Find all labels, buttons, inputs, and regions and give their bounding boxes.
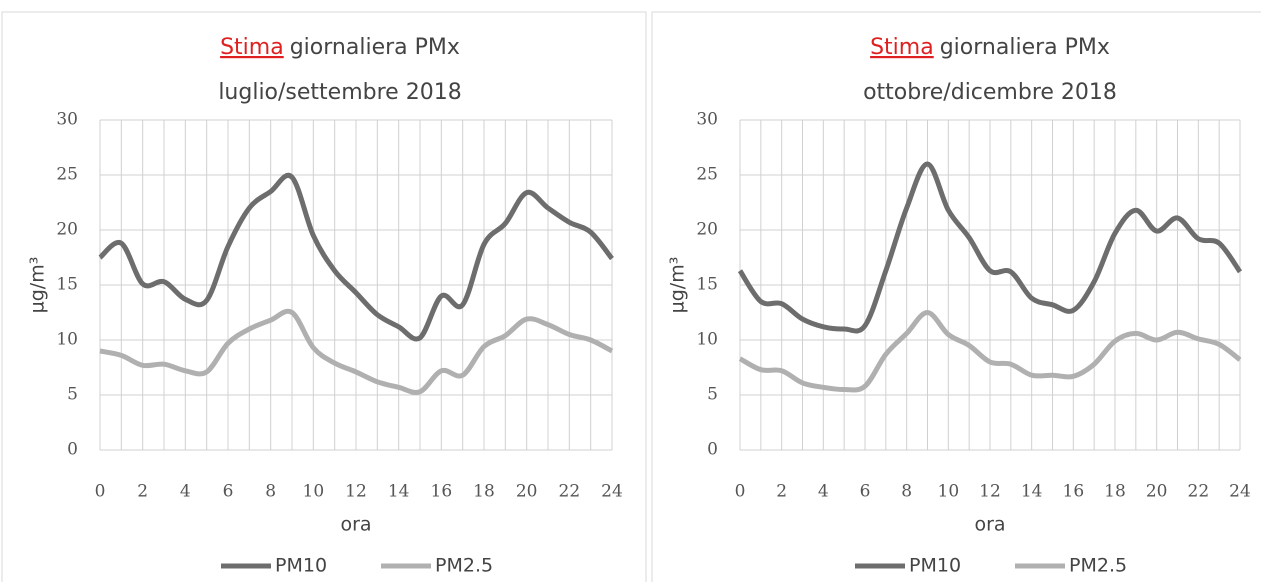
x-tick-label: 20 [1146,482,1168,502]
y-tick-label: 30 [56,110,78,130]
x-tick-label: 6 [223,482,234,502]
chart-title: Stima giornaliera PMx [870,35,1110,60]
x-tick-label: 0 [735,482,746,502]
x-tick-label: 12 [979,482,1001,502]
x-tick-label: 6 [860,482,871,502]
y-tick-label: 0 [707,440,718,460]
x-axis-label: ora [974,514,1005,536]
y-tick-label: 10 [696,330,718,350]
line [98,173,614,342]
x-tick-label: 16 [1063,482,1085,502]
chart-subtitle: luglio/settembre 2018 [218,80,461,105]
title-text: giornaliera PMx [290,35,460,60]
y-tick-label: 5 [67,385,78,405]
panel-border [1,11,647,582]
x-tick-label: 24 [601,482,623,502]
title-highlight: Stima [870,35,934,60]
line [737,161,1243,334]
y-tick-label: 5 [707,385,718,405]
legend-label: PM10 [909,555,961,577]
title-highlight: Stima [220,35,284,60]
x-tick-label: 2 [776,482,787,502]
y-axis-label: µg/m³ [27,257,49,314]
y-tick-label: 10 [56,330,78,350]
legend-label: PM10 [275,555,327,577]
x-tick-label: 2 [137,482,148,502]
x-tick-label: 12 [345,482,367,502]
y-tick-label: 0 [67,440,78,460]
x-tick-label: 16 [431,482,453,502]
line [738,310,1242,393]
chart-title: Stima giornaliera PMx [220,35,460,60]
x-tick-label: 14 [388,482,410,502]
x-axis-label: ora [340,514,371,536]
x-tick-label: 22 [1188,482,1210,502]
y-tick-label: 25 [56,165,78,185]
chart-subtitle: ottobre/dicembre 2018 [863,80,1117,105]
x-tick-label: 22 [559,482,581,502]
y-axis-label: µg/m³ [667,257,689,314]
x-tick-label: 10 [303,482,325,502]
x-tick-label: 18 [1104,482,1126,502]
x-tick-label: 18 [473,482,495,502]
x-tick-label: 0 [95,482,106,502]
x-tick-label: 20 [516,482,538,502]
legend-label: PM2.5 [435,555,493,577]
line [99,308,614,395]
title-text: giornaliera PMx [940,35,1110,60]
x-tick-label: 8 [901,482,912,502]
x-tick-label: 24 [1229,482,1251,502]
x-tick-label: 4 [180,482,191,502]
y-tick-label: 25 [696,165,718,185]
y-tick-label: 15 [56,275,78,295]
y-tick-label: 20 [56,220,78,240]
y-tick-label: 15 [696,275,718,295]
y-tick-label: 30 [696,110,718,130]
x-tick-label: 4 [818,482,829,502]
legend-label: PM2.5 [1069,555,1127,577]
x-tick-label: 14 [1021,482,1043,502]
x-tick-label: 10 [938,482,960,502]
y-tick-label: 20 [696,220,718,240]
panel-border [651,11,1261,582]
x-tick-label: 8 [265,482,276,502]
